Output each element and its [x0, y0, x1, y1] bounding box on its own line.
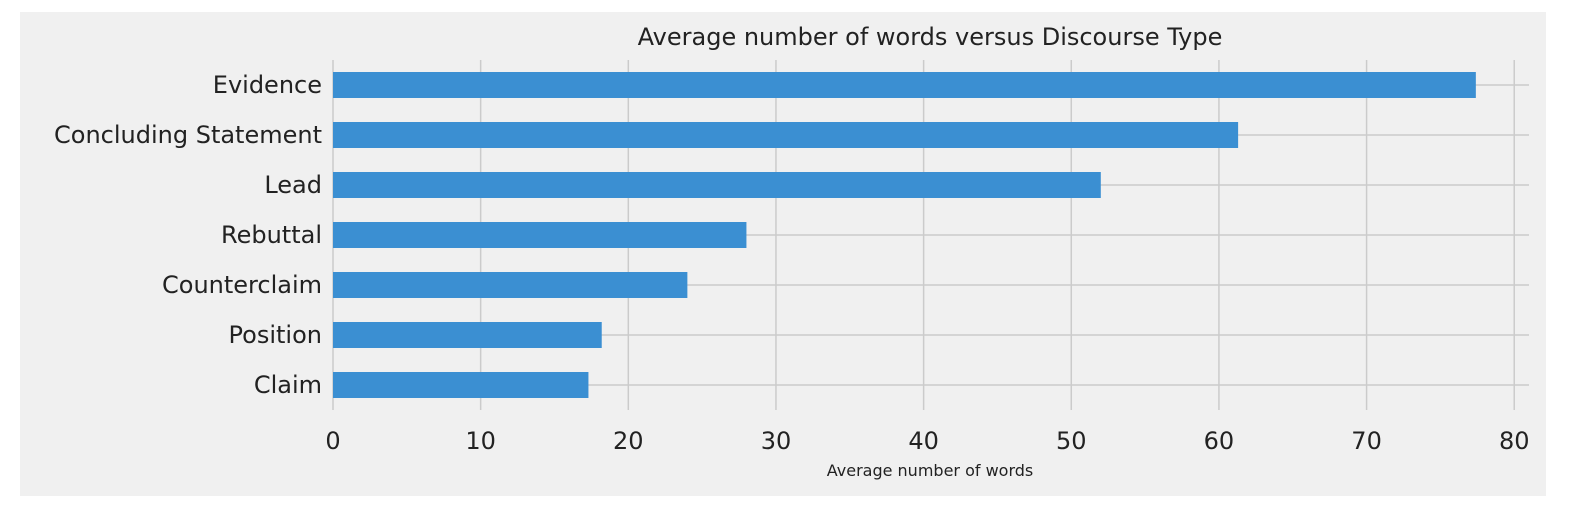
x-axis-label: Average number of words	[827, 461, 1034, 480]
x-tick-label: 0	[325, 427, 340, 455]
bar-counterclaim	[333, 272, 688, 298]
x-tick-label: 80	[1499, 427, 1530, 455]
bar-rebuttal	[333, 222, 747, 248]
bar-lead	[333, 172, 1101, 198]
x-tick-label: 40	[908, 427, 939, 455]
category-label: Concluding Statement	[54, 121, 322, 149]
category-label: Lead	[264, 171, 322, 199]
category-label: Position	[229, 321, 322, 349]
x-tick-label: 10	[465, 427, 496, 455]
category-labels: Evidence Concluding Statement Lead Rebuttal…	[54, 71, 322, 399]
x-tick-label: 20	[613, 427, 644, 455]
category-label: Rebuttal	[221, 221, 322, 249]
x-tick-label: 30	[761, 427, 792, 455]
chart-title: Average number of words versus Discourse…	[638, 23, 1223, 51]
x-tick-label: 60	[1204, 427, 1235, 455]
bar-evidence	[333, 72, 1476, 98]
bar-claim	[333, 372, 589, 398]
bars	[333, 72, 1476, 398]
bar-position	[333, 322, 602, 348]
bar-concluding-statement	[333, 122, 1239, 148]
category-label: Claim	[254, 371, 322, 399]
x-tick-labels: 0 10 20 30 40 50 60 70 80	[325, 427, 1529, 455]
category-label: Counterclaim	[162, 271, 322, 299]
category-label: Evidence	[213, 71, 322, 99]
x-tick-label: 70	[1351, 427, 1382, 455]
x-tick-label: 50	[1056, 427, 1087, 455]
